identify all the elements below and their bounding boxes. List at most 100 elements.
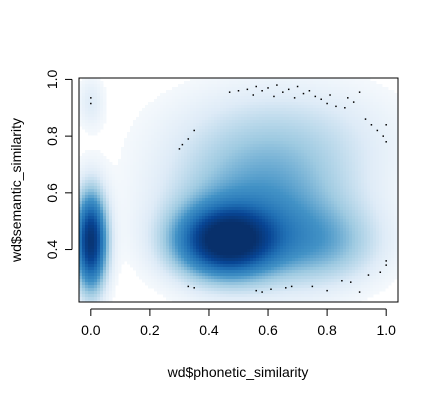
density-cell (193, 162, 197, 166)
density-cell (160, 111, 164, 115)
density-cell (361, 192, 365, 196)
density-cell (337, 114, 341, 118)
density-cell (142, 189, 146, 193)
density-cell (214, 165, 218, 169)
density-cell (388, 144, 392, 148)
density-cell (208, 204, 212, 208)
density-cell (133, 219, 137, 223)
density-cell (274, 186, 278, 190)
density-cell (280, 129, 284, 133)
density-cell (199, 99, 203, 103)
density-cell (139, 201, 143, 205)
density-cell (118, 207, 122, 211)
density-cell (217, 126, 221, 130)
density-cell (166, 210, 170, 214)
density-cell (301, 189, 305, 193)
density-cell (139, 153, 143, 157)
density-cell (178, 108, 182, 112)
density-cell (340, 159, 344, 163)
density-cell (331, 78, 335, 82)
density-cell (304, 105, 308, 109)
density-cell (301, 156, 305, 160)
density-cell (187, 207, 191, 211)
density-cell (262, 93, 266, 97)
density-cell (394, 111, 398, 115)
density-cell (91, 123, 95, 127)
density-cell (325, 195, 329, 199)
density-cell (358, 78, 362, 82)
density-cell (169, 177, 173, 181)
density-cell (367, 180, 371, 184)
density-cell (265, 204, 269, 208)
density-cell (358, 153, 362, 157)
density-cell (115, 177, 119, 181)
density-cell (277, 168, 281, 172)
density-cell (343, 186, 347, 190)
density-cell (364, 171, 368, 175)
density-cell (169, 207, 173, 211)
density-cell (355, 195, 359, 199)
density-cell (250, 198, 254, 202)
density-cell (106, 180, 110, 184)
density-cell (166, 102, 170, 106)
density-cell (130, 195, 134, 199)
density-cell (361, 189, 365, 193)
density-cell (289, 99, 293, 103)
density-cell (160, 144, 164, 148)
density-cell (169, 228, 173, 232)
density-cell (79, 168, 83, 172)
density-cell (166, 168, 170, 172)
density-cell (298, 195, 302, 199)
density-cell (247, 99, 251, 103)
density-cell (247, 159, 251, 163)
density-cell (328, 180, 332, 184)
density-cell (262, 183, 266, 187)
density-cell (265, 129, 269, 133)
density-cell (181, 174, 185, 178)
density-cell (394, 138, 398, 142)
density-cell (160, 141, 164, 145)
density-cell (292, 123, 296, 127)
density-cell (277, 204, 281, 208)
density-cell (229, 156, 233, 160)
density-cell (91, 201, 95, 205)
density-cell (229, 225, 233, 229)
density-cell (385, 117, 389, 121)
density-cell (181, 168, 185, 172)
density-cell (220, 174, 224, 178)
density-cell (133, 216, 137, 220)
density-cell (343, 204, 347, 208)
density-cell (328, 90, 332, 94)
density-cell (118, 198, 122, 202)
density-cell (391, 117, 395, 121)
density-cell (85, 186, 89, 190)
density-cell (229, 222, 233, 226)
density-cell (202, 198, 206, 202)
density-cell (337, 135, 341, 139)
density-cell (223, 141, 227, 145)
density-cell (301, 207, 305, 211)
density-cell (139, 126, 143, 130)
density-cell (211, 222, 215, 226)
density-cell (271, 219, 275, 223)
density-cell (187, 81, 191, 85)
density-cell (127, 174, 131, 178)
density-cell (301, 171, 305, 175)
density-cell (169, 192, 173, 196)
density-cell (394, 144, 398, 148)
density-cell (304, 87, 308, 91)
density-cell (319, 138, 323, 142)
density-cell (313, 105, 317, 109)
density-cell (307, 111, 311, 115)
density-cell (253, 219, 257, 223)
density-cell (259, 126, 263, 130)
density-cell (136, 207, 140, 211)
density-cell (157, 153, 161, 157)
density-cell (169, 222, 173, 226)
density-cell (220, 159, 224, 163)
density-cell (346, 210, 350, 214)
density-cell (289, 105, 293, 109)
density-cell (178, 216, 182, 220)
density-cell (343, 183, 347, 187)
density-cell (163, 126, 167, 130)
